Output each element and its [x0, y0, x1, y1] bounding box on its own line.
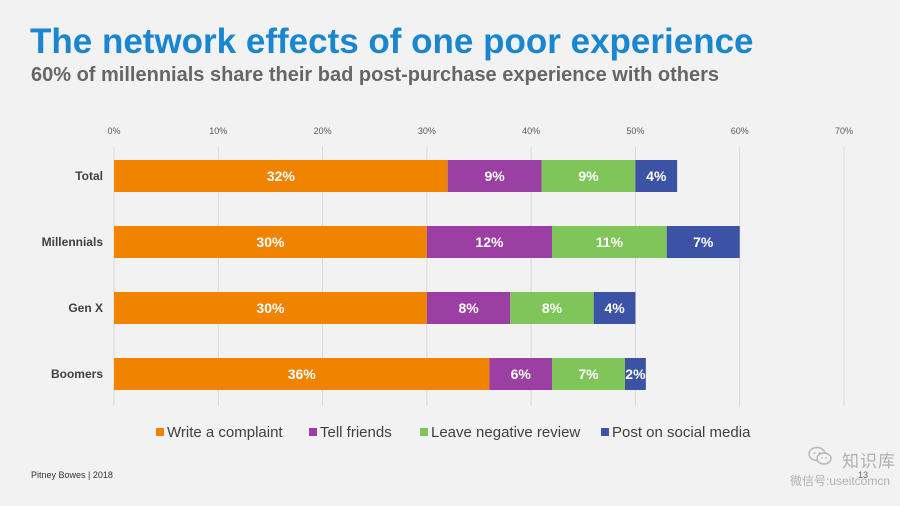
- legend-swatch: [156, 428, 164, 436]
- data-label: 36%: [288, 366, 317, 382]
- category-label: Gen X: [68, 301, 103, 315]
- legend-swatch: [420, 428, 428, 436]
- data-label: 7%: [693, 234, 714, 250]
- x-tick-label: 10%: [209, 126, 227, 136]
- bar-segment: [541, 160, 636, 192]
- data-label: 4%: [604, 300, 625, 316]
- wechat-icon: [808, 446, 832, 465]
- data-label: 12%: [475, 234, 504, 250]
- bar-segment: [114, 160, 448, 192]
- x-tick-label: 0%: [107, 126, 120, 136]
- bar-segment: [426, 226, 552, 258]
- bar-segment: [552, 358, 625, 390]
- bar-segment: [593, 292, 636, 324]
- bar-segment: [635, 160, 678, 192]
- bar-segment: [625, 358, 646, 390]
- x-tick-label: 30%: [418, 126, 436, 136]
- category-label: Boomers: [51, 367, 103, 381]
- bar-segment: [489, 358, 552, 390]
- category-label: Total: [75, 169, 103, 183]
- category-label: Millennials: [42, 235, 104, 249]
- legend-label: Tell friends: [320, 424, 392, 441]
- watermark-title: 知识库: [842, 452, 896, 471]
- data-label: 9%: [578, 168, 599, 184]
- data-label: 6%: [511, 366, 532, 382]
- x-tick-label: 60%: [731, 126, 749, 136]
- bar-segment: [666, 226, 740, 258]
- page-number: 13: [858, 470, 869, 480]
- data-label: 4%: [646, 168, 667, 184]
- x-tick-label: 50%: [626, 126, 644, 136]
- data-label: 30%: [256, 300, 285, 316]
- legend-swatch: [601, 428, 609, 436]
- bar-segment: [552, 226, 667, 258]
- page-subtitle: 60% of millennials share their bad post-…: [31, 64, 719, 86]
- bar-segment: [114, 226, 427, 258]
- footer-source: Pitney Bowes | 2018: [31, 470, 113, 480]
- bar-segment: [114, 358, 490, 390]
- watermark-subtitle: 微信号:useitcomcn: [790, 474, 891, 488]
- data-label: 8%: [458, 300, 479, 316]
- legend-label: Post on social media: [612, 424, 751, 441]
- data-label: 9%: [485, 168, 506, 184]
- data-label: 11%: [596, 234, 624, 250]
- x-tick-label: 20%: [314, 126, 332, 136]
- watermark: 知识库 微信号:useitcomcn: [790, 444, 898, 488]
- data-label: 32%: [267, 168, 296, 184]
- page-title: The network effects of one poor experien…: [30, 22, 754, 61]
- legend-label: Leave negative review: [431, 424, 580, 441]
- legend-swatch: [309, 428, 317, 436]
- x-tick-label: 70%: [835, 126, 853, 136]
- x-tick-label: 40%: [522, 126, 540, 136]
- legend-label: Write a complaint: [167, 424, 283, 441]
- bar-segment: [114, 292, 427, 324]
- bar-segment: [426, 292, 511, 324]
- bar-segment: [510, 292, 594, 324]
- data-label: 8%: [542, 300, 563, 316]
- bar-segment: [447, 160, 542, 192]
- data-label: 30%: [256, 234, 285, 250]
- data-label: 2%: [625, 366, 646, 382]
- data-label: 7%: [578, 366, 599, 382]
